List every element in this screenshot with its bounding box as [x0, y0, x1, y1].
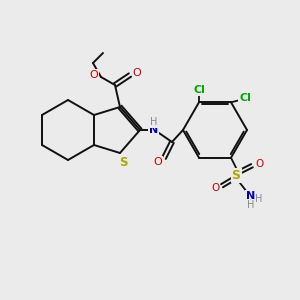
Text: S: S — [232, 169, 241, 182]
Text: Cl: Cl — [239, 93, 251, 103]
Text: O: O — [211, 183, 219, 193]
Text: O: O — [255, 159, 263, 169]
Text: N: N — [246, 191, 256, 201]
Text: H: H — [150, 117, 158, 127]
Text: O: O — [154, 157, 162, 167]
Text: S: S — [119, 155, 127, 169]
Text: O: O — [133, 68, 141, 78]
Text: O: O — [90, 70, 98, 80]
Text: Cl: Cl — [193, 85, 205, 95]
Text: H: H — [255, 194, 263, 204]
Text: N: N — [149, 125, 159, 135]
Text: H: H — [247, 200, 255, 210]
